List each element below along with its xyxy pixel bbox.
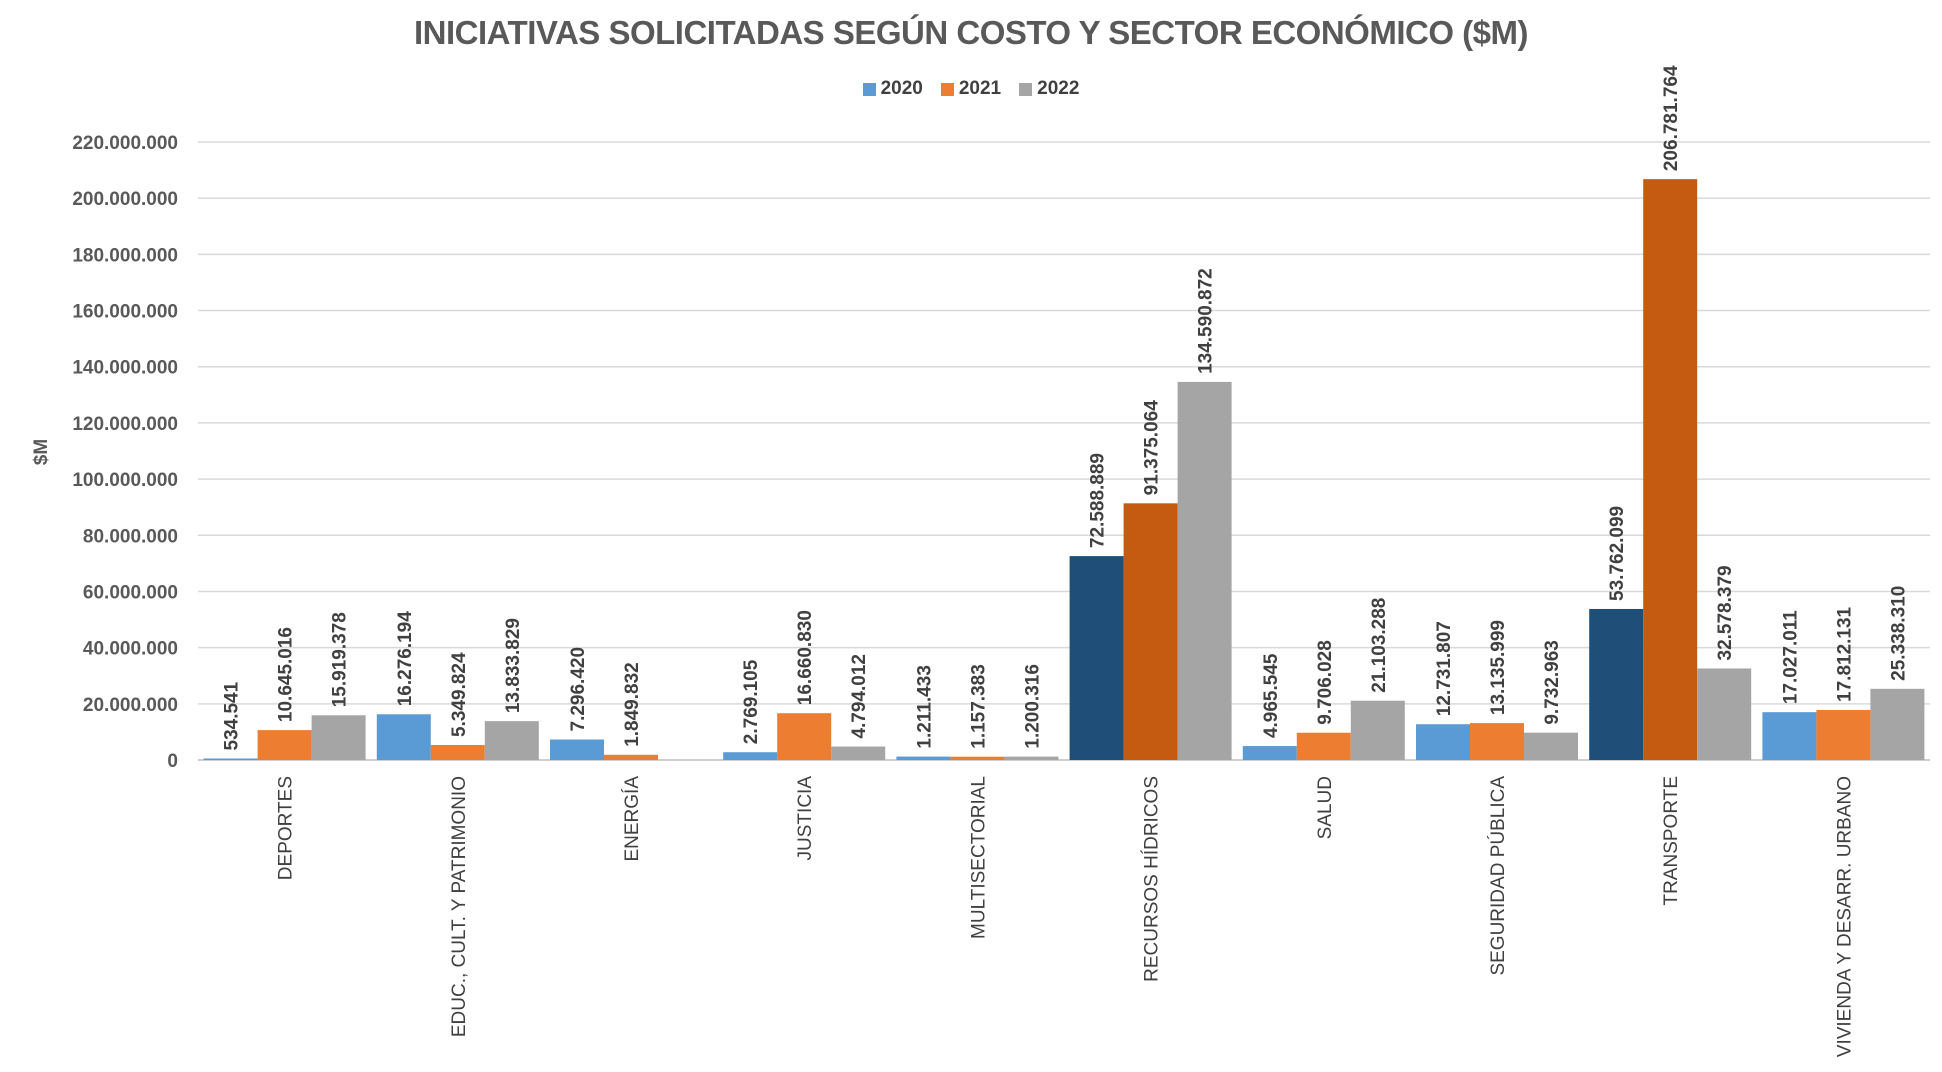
data-label: 21.103.288 <box>1369 598 1390 693</box>
legend-item-2022: 2022 <box>1019 78 1079 100</box>
y-tick-label: 120.000.000 <box>72 414 178 435</box>
data-label: 17.027.011 <box>1780 610 1801 704</box>
bar <box>1589 608 1644 760</box>
bar <box>950 756 1005 760</box>
bar <box>1242 746 1297 760</box>
x-tick-label: TRANSPORTE <box>1661 776 1682 906</box>
data-label: 13.833.829 <box>503 618 524 713</box>
data-label: 72.588.889 <box>1088 453 1109 548</box>
bar <box>1416 724 1470 760</box>
data-label: 32.578.379 <box>1715 565 1736 660</box>
data-label: 2.769.105 <box>741 659 762 744</box>
bar <box>604 754 658 760</box>
bar <box>203 758 258 760</box>
legend-swatch-2022 <box>1019 82 1033 96</box>
x-tick-label: DEPORTES <box>276 776 297 880</box>
bar <box>1350 700 1405 760</box>
data-label: 5.349.824 <box>449 652 470 737</box>
y-tick-label: 160.000.000 <box>72 302 178 323</box>
x-tick-label: SEGURIDAD PÚBLICA <box>1487 776 1509 976</box>
legend-swatch-2020 <box>862 82 876 96</box>
bar <box>1177 381 1232 760</box>
legend-swatch-2021 <box>940 82 954 96</box>
data-label: 1.200.316 <box>1022 664 1043 749</box>
bar <box>1816 709 1871 760</box>
data-label: 134.590.872 <box>1196 268 1217 374</box>
legend-label-2022: 2022 <box>1037 78 1080 99</box>
y-tick-label: 60.000.000 <box>83 582 178 603</box>
bar <box>257 730 312 760</box>
data-label: 206.781.764 <box>1661 65 1682 171</box>
bar <box>1470 723 1524 760</box>
data-label: 16.276.194 <box>395 611 416 707</box>
x-tick-label: MULTISECTORIAL <box>968 776 989 939</box>
data-label: 9.706.028 <box>1315 640 1336 725</box>
data-label: 534.541 <box>222 681 243 750</box>
data-label: 7.296.420 <box>568 647 589 732</box>
bar <box>1123 503 1178 760</box>
y-tick-label: 20.000.000 <box>83 695 178 716</box>
legend-item-2021: 2021 <box>940 78 1002 100</box>
bar <box>311 715 366 760</box>
y-tick-label: 220.000.000 <box>72 133 178 154</box>
data-label: 25.338.310 <box>1888 586 1909 681</box>
data-label: 1.849.832 <box>622 662 643 747</box>
legend-label-2020: 2020 <box>880 78 923 99</box>
bar <box>1296 732 1351 760</box>
data-label: 4.794.012 <box>849 654 870 739</box>
y-tick-label: 180.000.000 <box>72 245 178 266</box>
bar <box>550 739 604 760</box>
bar <box>1069 556 1124 760</box>
x-tick-label: VIVIENDA Y DESARR. URBANO <box>1834 776 1855 1057</box>
bar <box>376 714 431 760</box>
bar <box>723 752 778 760</box>
y-tick-label: 80.000.000 <box>83 526 178 547</box>
x-tick-label: EDUC., CULT. Y PATRIMONIO <box>449 776 470 1037</box>
bar <box>831 746 886 760</box>
bar <box>1643 179 1698 760</box>
data-label: 10.645.016 <box>276 627 297 722</box>
y-tick-label: 200.000.000 <box>72 189 178 210</box>
bar <box>1697 668 1752 760</box>
x-tick-label: SALUD <box>1315 776 1336 839</box>
data-label: 17.812.131 <box>1834 606 1855 702</box>
data-label: 12.731.807 <box>1434 621 1455 716</box>
legend-label-2021: 2021 <box>958 78 1002 99</box>
y-tick-label: 40.000.000 <box>83 639 178 660</box>
data-label: 53.762.099 <box>1607 506 1628 601</box>
data-label: 1.157.383 <box>968 664 989 749</box>
y-tick-label: 100.000.000 <box>72 470 178 491</box>
bar <box>1870 688 1925 760</box>
bar <box>430 744 485 760</box>
bar <box>896 756 951 760</box>
x-tick-label: ENERGÍA <box>622 776 643 862</box>
y-axis-title: $M <box>31 439 52 465</box>
data-label: 1.211.433 <box>914 665 935 748</box>
legend-item-2020: 2020 <box>862 78 923 100</box>
data-label: 16.660.830 <box>795 610 816 705</box>
data-label: 13.135.999 <box>1488 620 1509 715</box>
x-tick-label: JUSTICIA <box>795 776 816 861</box>
legend: 2020 2021 2022 <box>0 78 1942 100</box>
bar <box>1524 732 1578 760</box>
bar <box>484 721 539 760</box>
data-label: 91.375.064 <box>1142 400 1163 496</box>
data-label: 15.919.378 <box>330 612 351 707</box>
data-label: 4.965.545 <box>1261 653 1282 738</box>
x-tick-label: RECURSOS HÍDRICOS <box>1142 776 1163 982</box>
y-tick-label: 140.000.000 <box>72 358 178 379</box>
data-label: 9.732.963 <box>1542 640 1563 725</box>
bar <box>1762 712 1817 760</box>
bar <box>777 713 832 760</box>
bar <box>1004 756 1059 760</box>
y-tick-label: 0 <box>167 751 178 772</box>
chart-title: INICIATIVAS SOLICITADAS SEGÚN COSTO Y SE… <box>414 14 1529 51</box>
